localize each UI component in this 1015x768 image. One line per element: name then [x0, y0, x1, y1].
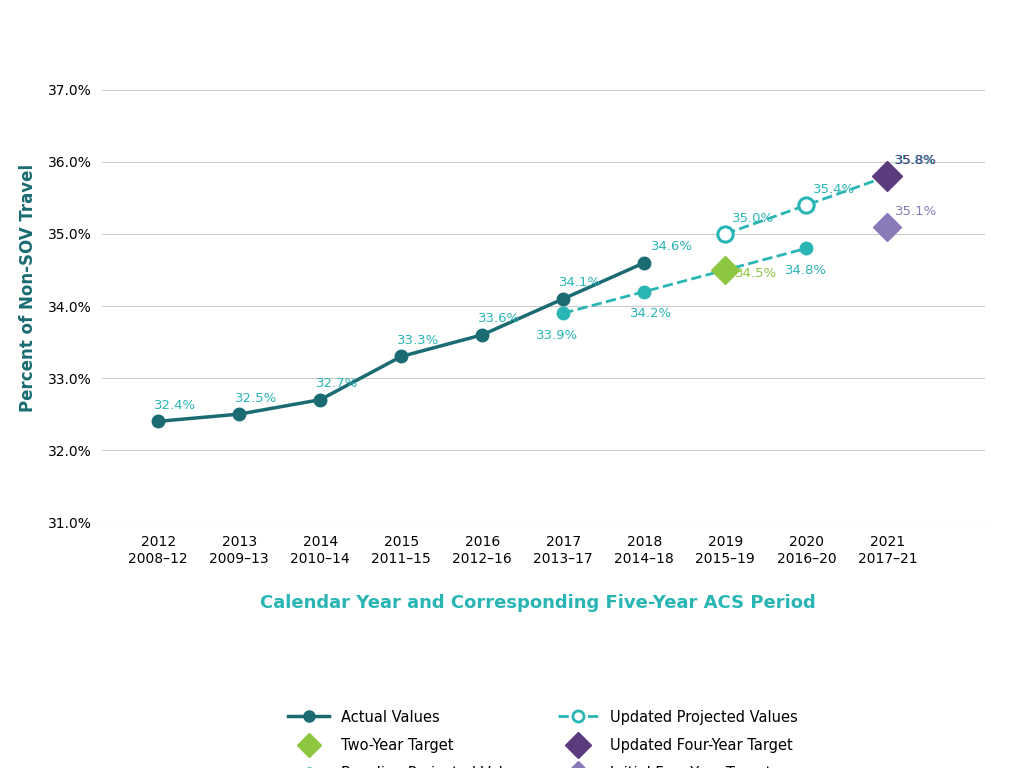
Y-axis label: Percent of Non-SOV Travel: Percent of Non-SOV Travel — [19, 164, 37, 412]
Text: 35.1%: 35.1% — [895, 205, 938, 218]
Text: 32.7%: 32.7% — [317, 377, 358, 390]
Text: 33.3%: 33.3% — [397, 334, 439, 347]
Text: 34.1%: 34.1% — [559, 276, 601, 290]
Text: 32.4%: 32.4% — [154, 399, 196, 412]
Text: 34.6%: 34.6% — [651, 240, 693, 253]
Legend: Actual Values, Two-Year Target, Baseline Projected Values, Updated Projected Val: Actual Values, Two-Year Target, Baseline… — [282, 703, 804, 768]
Text: 35.8%: 35.8% — [895, 154, 938, 167]
Text: 35.8%: 35.8% — [894, 154, 936, 167]
Text: 35.0%: 35.0% — [732, 211, 773, 224]
Text: Calendar Year and Corresponding Five-Year ACS Period: Calendar Year and Corresponding Five-Yea… — [260, 594, 816, 612]
Text: 34.2%: 34.2% — [629, 307, 672, 320]
Text: 35.4%: 35.4% — [813, 183, 855, 196]
Text: 34.8%: 34.8% — [786, 264, 827, 277]
Text: 33.9%: 33.9% — [536, 329, 578, 342]
Text: 32.5%: 32.5% — [235, 392, 277, 405]
Text: 34.5%: 34.5% — [735, 267, 777, 280]
Text: 33.6%: 33.6% — [478, 313, 521, 326]
